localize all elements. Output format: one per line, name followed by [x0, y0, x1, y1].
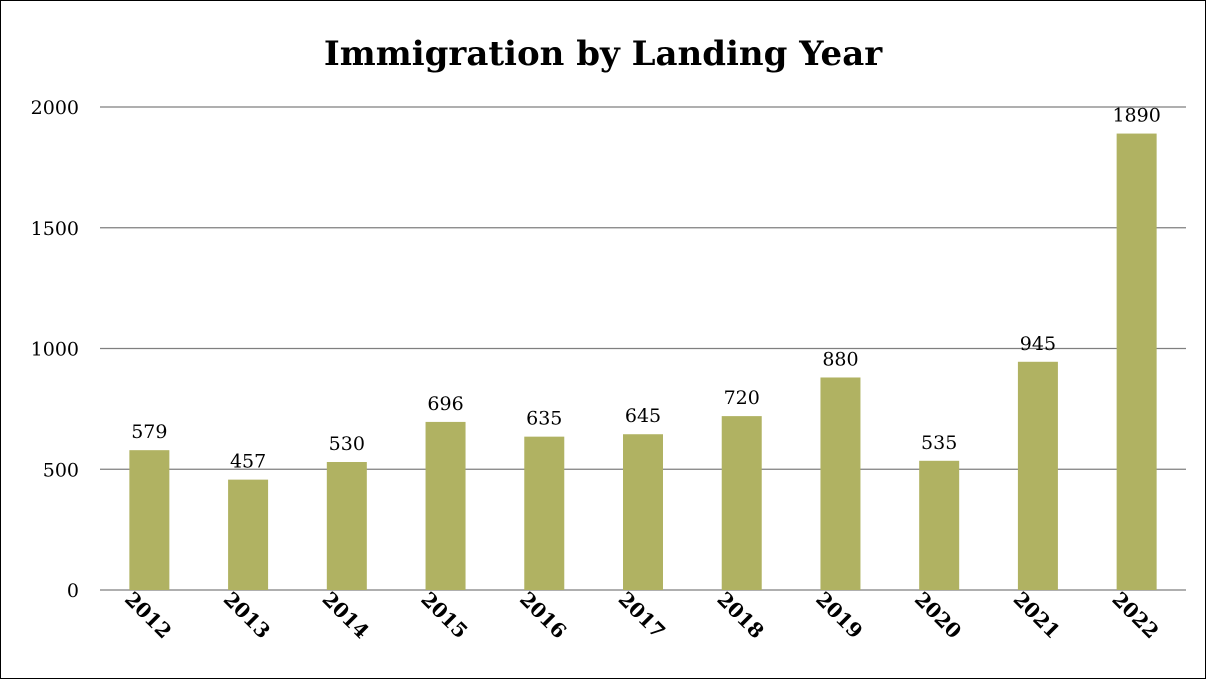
- x-tick-label-2014: 2014: [318, 587, 374, 643]
- y-axis-ticks: 0 500 1000 1500 2000: [31, 97, 79, 602]
- x-tick-label-2016: 2016: [515, 587, 571, 643]
- x-tick-label-2021: 2021: [1009, 587, 1065, 643]
- bar-2014: [326, 462, 367, 590]
- x-tick-label-2020: 2020: [910, 587, 966, 643]
- y-tick-label: 0: [67, 580, 79, 602]
- bar-2022: [1116, 133, 1157, 590]
- bar-2018: [721, 416, 762, 590]
- data-label-2013: 457: [230, 451, 266, 473]
- x-tick-label-2013: 2013: [219, 587, 275, 643]
- data-label-2020: 535: [921, 432, 957, 454]
- x-axis-ticks: 2012 2013 2014 2015 2016 2017 2018 2019 2020 2021…: [120, 587, 1164, 643]
- y-tick-label: 1500: [31, 218, 79, 240]
- data-label-2014: 530: [329, 433, 365, 455]
- x-tick-label-2018: 2018: [713, 587, 769, 643]
- data-label-2018: 720: [724, 387, 760, 409]
- chart-title: Immigration by Landing Year: [324, 34, 883, 74]
- x-tick-label-2017: 2017: [614, 587, 670, 643]
- bar-2017: [623, 434, 663, 590]
- data-label-2012: 579: [131, 421, 167, 443]
- data-label-2019: 880: [822, 348, 858, 370]
- data-label-2016: 635: [526, 408, 562, 430]
- data-label-2015: 696: [427, 393, 463, 415]
- x-tick-label-2019: 2019: [811, 587, 867, 643]
- y-tick-label: 1000: [31, 339, 79, 361]
- x-tick-label-2012: 2012: [120, 587, 176, 643]
- data-labels: 579 457 530 696 635 645 720 880 535 945 1890: [131, 105, 1161, 473]
- bar-2020: [919, 460, 960, 590]
- bar-2012: [129, 450, 170, 590]
- data-label-2022: 1890: [1112, 105, 1160, 127]
- gridlines: [100, 106, 1186, 591]
- bar-2019: [820, 377, 861, 590]
- y-tick-label: 500: [43, 459, 79, 481]
- x-tick-label-2015: 2015: [416, 587, 472, 643]
- bar-2013: [228, 479, 269, 590]
- data-label-2021: 945: [1020, 333, 1056, 355]
- bar-2016: [524, 436, 565, 590]
- bars: [129, 133, 1157, 590]
- data-label-2017: 645: [625, 405, 661, 427]
- y-tick-label: 2000: [31, 97, 79, 119]
- bar-2015: [425, 421, 466, 590]
- x-tick-label-2022: 2022: [1107, 587, 1163, 643]
- bar-2021: [1017, 361, 1058, 590]
